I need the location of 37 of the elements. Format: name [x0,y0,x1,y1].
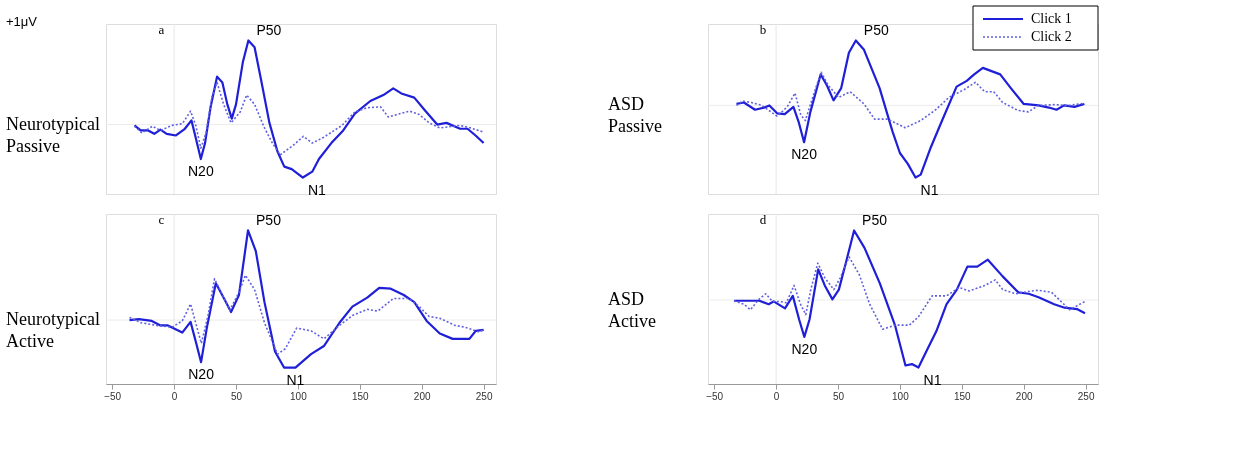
annotation: P50 [862,212,888,229]
text: Neurotypical Active [6,309,100,352]
annotation: N1 [923,371,942,388]
x-tick-label: −50 [706,390,724,402]
text: b [759,22,767,37]
x-tick-label: −50 [104,390,122,402]
legend-label: Click 2 [1031,29,1072,44]
x-tick-label: 50 [832,390,845,402]
annotation: P50 [256,22,282,39]
annotation: N1 [286,371,305,388]
x-tick-label: 150 [953,390,972,402]
x-tick-label: 150 [351,390,370,402]
x-tick-label: 200 [1015,390,1033,402]
x-tick-label: 0 [171,390,178,402]
text: c [158,212,165,227]
text: d [759,212,767,227]
text: ASD Passive [608,94,663,137]
annotation: N20 [791,340,818,357]
annotation: N20 [188,366,215,383]
text: Neurotypical Passive [6,113,100,156]
annotation: N1 [307,181,327,198]
x-tick-label: 50 [230,390,243,402]
text: ASD Active [608,289,656,332]
text: a [158,22,165,37]
annotation: N20 [791,146,818,163]
x-tick-label: 200 [413,390,431,402]
x-tick-label: 250 [475,390,493,402]
annotation: P50 [863,22,889,39]
x-tick-label: 0 [773,390,780,402]
text: +1μV [6,14,38,29]
annotation: N20 [187,163,214,180]
legend-label: Click 1 [1031,11,1072,26]
x-tick-label: 100 [290,390,308,402]
x-tick-label: 100 [892,390,910,402]
annotation: P50 [256,212,282,229]
x-tick-label: 250 [1077,390,1095,402]
annotation: N1 [920,181,939,198]
